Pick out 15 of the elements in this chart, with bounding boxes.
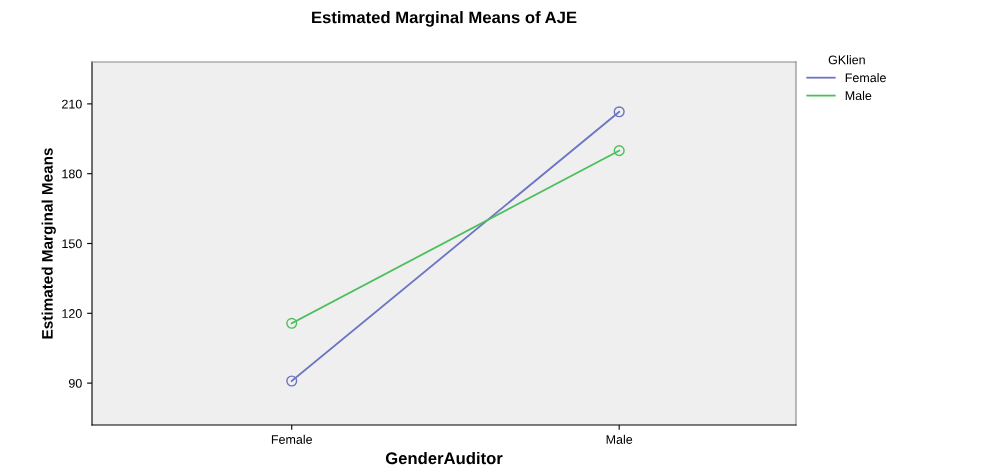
- point: [613, 106, 625, 118]
- chart-title: Estimated Marginal Means of AJE: [312, 11, 577, 27]
- y-tick-label: 180: [62, 169, 82, 179]
- y-tick-label: 120: [62, 309, 82, 318]
- point: [286, 375, 298, 387]
- y-tick-label: 90: [68, 378, 82, 388]
- x-axis-title: GenderAuditor: [385, 451, 503, 465]
- legend-label: Male: [845, 90, 872, 101]
- point: [613, 145, 625, 157]
- y-tick-label: 150: [62, 239, 82, 249]
- point: [286, 317, 298, 329]
- y-axis-title: Estimated Marginal Means: [41, 148, 56, 339]
- y-tick-label: 210: [62, 99, 82, 109]
- legend-title: GKlien: [828, 55, 865, 65]
- legend-label: Female: [845, 73, 886, 83]
